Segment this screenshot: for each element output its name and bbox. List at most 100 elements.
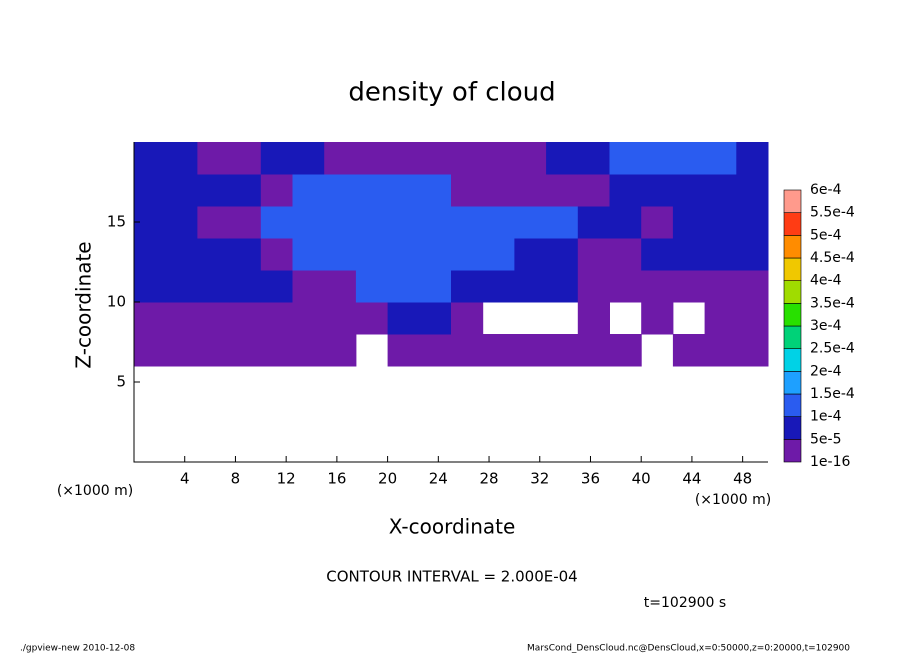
cell xyxy=(704,206,737,239)
cell xyxy=(514,174,547,207)
cell xyxy=(387,206,420,239)
cell xyxy=(514,334,547,367)
cell xyxy=(387,334,420,367)
cell xyxy=(355,174,389,207)
cell xyxy=(229,302,262,335)
colorbar-box xyxy=(783,416,802,440)
cell xyxy=(736,270,769,303)
cell xyxy=(260,142,293,175)
colorbar-label: 3e-4 xyxy=(810,318,842,334)
cell xyxy=(419,302,452,335)
footer-left: ./gpview-new 2010-12-08 xyxy=(20,644,135,654)
colorbar-box xyxy=(783,393,802,417)
chart-title: density of cloud xyxy=(348,78,555,108)
cell xyxy=(704,142,737,175)
colorbar-label: 4.5e-4 xyxy=(810,250,855,266)
colorbar-box xyxy=(783,439,802,463)
cell xyxy=(197,206,230,239)
cell xyxy=(292,334,325,367)
cell xyxy=(355,142,389,175)
cell xyxy=(609,142,642,175)
colorbar-label: 6e-4 xyxy=(810,182,842,198)
cell xyxy=(736,238,769,271)
cell xyxy=(134,238,167,271)
cell xyxy=(641,238,674,271)
cell xyxy=(704,334,737,367)
cell xyxy=(451,206,484,239)
cell xyxy=(482,270,515,303)
cell xyxy=(355,302,389,335)
cell xyxy=(165,142,198,175)
cell xyxy=(482,174,515,207)
cell xyxy=(546,174,579,207)
cell xyxy=(419,270,452,303)
cell xyxy=(324,142,357,175)
cell xyxy=(419,238,452,271)
cell xyxy=(197,142,230,175)
x-tick-label: 32 xyxy=(530,470,549,488)
colorbar-box xyxy=(783,348,802,372)
cell xyxy=(736,206,769,239)
colorbar-box xyxy=(783,189,802,213)
cell xyxy=(704,302,737,335)
cell xyxy=(577,142,610,175)
x-tick-label: 24 xyxy=(429,470,448,488)
cell xyxy=(546,238,579,271)
cell xyxy=(514,270,547,303)
cell xyxy=(165,302,198,335)
cell xyxy=(229,270,262,303)
cell xyxy=(260,334,293,367)
cell xyxy=(229,238,262,271)
cell xyxy=(355,238,389,271)
cell xyxy=(577,174,610,207)
x-tick-label: 16 xyxy=(327,470,346,488)
x-tick-label: 40 xyxy=(632,470,651,488)
cell xyxy=(609,334,642,367)
cell xyxy=(546,334,579,367)
cell xyxy=(387,302,420,335)
cell xyxy=(324,174,357,207)
y-tick-label: 15 xyxy=(107,213,126,231)
cell xyxy=(260,270,293,303)
cell xyxy=(546,206,579,239)
cell xyxy=(229,174,262,207)
colorbar-label: 5e-4 xyxy=(810,227,842,243)
cell xyxy=(260,206,293,239)
colorbar-box xyxy=(783,303,802,327)
cell xyxy=(292,302,325,335)
cell xyxy=(324,334,357,367)
cell xyxy=(355,270,389,303)
cell xyxy=(387,270,420,303)
cell xyxy=(704,174,737,207)
cell xyxy=(577,334,610,367)
cell xyxy=(197,174,230,207)
cell xyxy=(451,174,484,207)
x-tick-label: 36 xyxy=(581,470,600,488)
cell xyxy=(229,206,262,239)
cell xyxy=(672,206,706,239)
colorbar-label: 3.5e-4 xyxy=(810,295,855,311)
cell xyxy=(165,174,198,207)
colorbar-label: 1.5e-4 xyxy=(810,386,855,402)
cell xyxy=(609,174,642,207)
colorbar-box xyxy=(783,371,802,395)
cell xyxy=(419,174,452,207)
colorbar-label: 1e-4 xyxy=(810,409,842,425)
cell xyxy=(324,206,357,239)
cell xyxy=(355,206,389,239)
cell xyxy=(134,270,167,303)
cell xyxy=(641,142,674,175)
cell xyxy=(197,334,230,367)
cell xyxy=(609,270,642,303)
x-tick-label: 12 xyxy=(277,470,296,488)
cell xyxy=(165,334,198,367)
cell xyxy=(672,142,706,175)
x-tick-label: 4 xyxy=(180,470,190,488)
cell xyxy=(134,174,167,207)
x-tick-label: 20 xyxy=(378,470,397,488)
x-tick-label: 44 xyxy=(682,470,701,488)
cell xyxy=(514,238,547,271)
cell xyxy=(546,142,579,175)
cell xyxy=(387,174,420,207)
